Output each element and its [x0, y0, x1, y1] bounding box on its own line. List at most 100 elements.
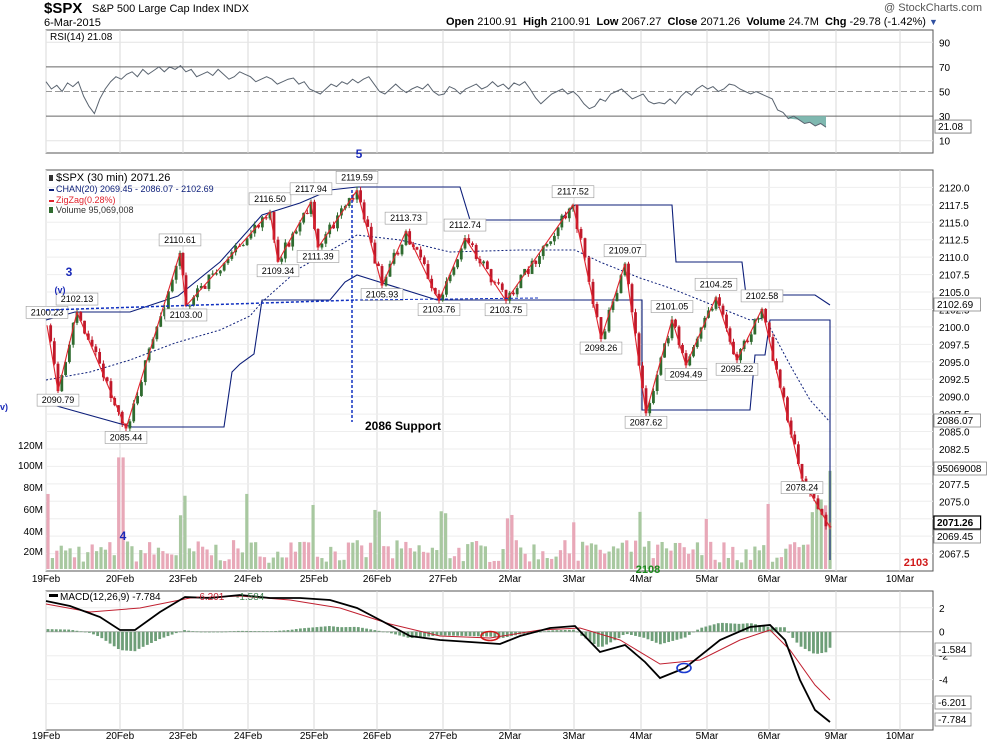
volume-bar	[810, 512, 814, 569]
volume-bar	[280, 557, 284, 569]
macd-histogram-bar	[584, 631, 588, 639]
pivot-label: 2112.74	[449, 220, 481, 230]
price-bar-body	[56, 363, 60, 392]
x-axis-label: 25Feb	[300, 731, 329, 742]
price-bar-body	[627, 263, 630, 285]
price-bar-body	[753, 319, 757, 335]
macd-histogram-bar	[59, 629, 62, 632]
pivot-label: 2117.52	[557, 187, 589, 197]
price-bar-body	[663, 343, 666, 358]
macd-value-tag-box	[934, 642, 972, 657]
macd-histogram-bar	[675, 631, 679, 640]
price-bar-body	[684, 353, 688, 366]
volume-bar	[90, 544, 94, 569]
macd-histogram-bar	[162, 631, 166, 638]
macd-histogram-bar	[150, 631, 153, 643]
macd-histogram-bar	[298, 628, 302, 632]
price-tag: 2102.69	[937, 300, 974, 311]
price-bar-body	[728, 328, 732, 342]
volume-bar	[444, 513, 448, 569]
volume-bar	[801, 544, 806, 569]
macd-histogram-bar	[601, 631, 604, 647]
volume-bar	[452, 556, 457, 569]
macd-histogram-bar	[642, 631, 646, 638]
price-bar-body	[534, 260, 538, 264]
price-bar-body	[260, 217, 264, 228]
pivot-label-box	[55, 292, 99, 306]
x-axis-label: 20Feb	[106, 731, 135, 742]
macd-histogram-bar	[390, 631, 393, 634]
volume-bar	[770, 561, 775, 569]
price-bar-body	[351, 198, 355, 200]
volume-value: 24.7M	[788, 16, 819, 28]
macd-histogram-bar	[369, 629, 373, 632]
price-bar-body	[117, 405, 120, 412]
macd-histogram-bar	[402, 631, 406, 637]
price-bar-body	[324, 234, 328, 244]
price-tick-label: 2105.0	[939, 288, 970, 299]
pivot-label: 2111.39	[302, 251, 333, 261]
volume-bar	[346, 542, 351, 569]
macd-histogram-bar	[319, 626, 323, 632]
price-bar-body	[426, 263, 430, 279]
macd-histogram-bar	[241, 630, 244, 632]
macd-histogram-bar	[543, 631, 546, 633]
volume-bar	[72, 557, 77, 569]
macd-histogram-bar	[410, 631, 414, 639]
volume-bar	[523, 553, 527, 569]
price-bar-body	[500, 283, 504, 290]
volume-bar	[527, 561, 532, 569]
x-axis-label: 5Mar	[696, 574, 719, 585]
macd-histogram-bar	[468, 631, 472, 637]
volume-bar	[94, 551, 99, 569]
price-bar-body	[188, 305, 192, 307]
pivot-label: 2095.22	[721, 364, 754, 374]
price-bar-body	[504, 289, 508, 301]
price-tick-label: 2115.0	[939, 218, 969, 229]
macd-histogram-bar	[683, 631, 687, 638]
price-bar-body	[313, 201, 316, 229]
x-axis-label: 19Feb	[32, 731, 61, 742]
price-bar-body	[641, 365, 644, 389]
price-bar-body	[109, 381, 113, 399]
open-value: 2100.91	[477, 16, 517, 28]
price-bar-body	[789, 420, 793, 435]
price-bar-body	[655, 374, 659, 392]
macd-histogram-bar	[187, 630, 191, 632]
price-bar-body	[485, 261, 489, 270]
volume-bar	[320, 558, 324, 569]
exchange: INDX	[222, 3, 249, 15]
volume-bar	[470, 542, 474, 569]
volume-bar	[554, 556, 558, 569]
price-bar-body	[94, 346, 98, 352]
macd-histogram-bar	[361, 627, 364, 632]
macd-histogram-bar	[307, 627, 311, 632]
price-bar-body	[456, 259, 459, 268]
price-bar-body	[215, 273, 218, 275]
pivot-label: 2090.79	[42, 395, 75, 405]
macd-histogram-bar	[373, 630, 377, 632]
price-bar-body	[579, 229, 583, 239]
macd-cross-blue-ellipse	[676, 662, 692, 674]
pivot-label: 2101.05	[656, 302, 689, 312]
price-bar-body	[132, 403, 136, 422]
volume-bar	[629, 551, 633, 569]
price-bar-body	[739, 349, 742, 361]
volume-bar	[254, 542, 258, 569]
volume-bar	[435, 550, 439, 569]
price-bar-body	[422, 257, 426, 264]
macd-histogram-bar	[485, 631, 488, 637]
macd-histogram-bar	[572, 629, 575, 632]
chevron-down-icon[interactable]: ▼	[929, 17, 938, 27]
macd-histogram-bar	[733, 623, 737, 632]
volume-bar	[691, 549, 695, 569]
macd-histogram-bar	[216, 631, 220, 633]
price-bar-body	[735, 354, 739, 361]
price-bar-body	[512, 292, 515, 295]
price-bar-body	[203, 286, 207, 289]
macd-histogram-bar	[133, 631, 137, 652]
support-dashed-line	[45, 299, 358, 311]
price-bar-body	[167, 291, 170, 309]
pivot-label-box	[256, 264, 300, 278]
volume-bar	[775, 557, 779, 569]
